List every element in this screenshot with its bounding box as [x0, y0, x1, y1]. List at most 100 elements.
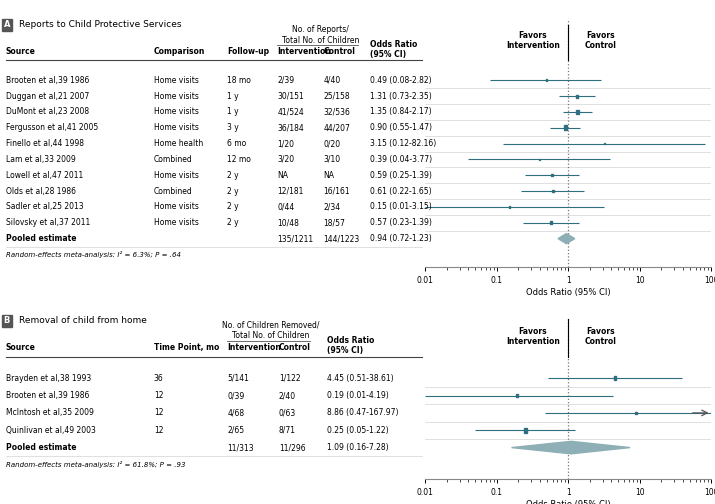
- Text: 3/10: 3/10: [323, 155, 340, 164]
- Text: 11/313: 11/313: [227, 443, 254, 452]
- Text: 1/122: 1/122: [279, 374, 300, 383]
- Text: 0.19 (0.01-4.19): 0.19 (0.01-4.19): [327, 391, 389, 400]
- Text: 12: 12: [154, 391, 163, 400]
- Text: Brayden et al,38 1993: Brayden et al,38 1993: [6, 374, 91, 383]
- FancyBboxPatch shape: [550, 221, 552, 224]
- Text: Comparison: Comparison: [154, 47, 205, 56]
- Text: 0.61 (0.22-1.65): 0.61 (0.22-1.65): [370, 186, 432, 196]
- Text: Combined: Combined: [154, 155, 192, 164]
- Text: 2 y: 2 y: [227, 203, 239, 212]
- FancyBboxPatch shape: [509, 206, 510, 208]
- Text: Home visits: Home visits: [154, 203, 199, 212]
- Text: Home visits: Home visits: [154, 76, 199, 85]
- Text: Pooled estimate: Pooled estimate: [6, 443, 77, 452]
- Text: 2/40: 2/40: [279, 391, 296, 400]
- Text: Control: Control: [323, 47, 355, 56]
- FancyBboxPatch shape: [516, 394, 518, 397]
- Text: 32/536: 32/536: [323, 107, 350, 116]
- Text: 0.15 (0.01-3.15): 0.15 (0.01-3.15): [370, 203, 432, 212]
- Text: Home visits: Home visits: [154, 218, 199, 227]
- Text: 4/68: 4/68: [227, 408, 245, 417]
- Text: 16/161: 16/161: [323, 186, 350, 196]
- Text: Silovsky et al,37 2011: Silovsky et al,37 2011: [6, 218, 90, 227]
- Text: Lowell et al,47 2011: Lowell et al,47 2011: [6, 171, 83, 180]
- FancyBboxPatch shape: [576, 95, 578, 98]
- Text: No. of Children Removed/
Total No. of Children: No. of Children Removed/ Total No. of Ch…: [222, 321, 320, 340]
- Text: 41/524: 41/524: [277, 107, 304, 116]
- Text: 3/20: 3/20: [277, 155, 295, 164]
- FancyBboxPatch shape: [524, 428, 527, 433]
- Text: 0.94 (0.72-1.23): 0.94 (0.72-1.23): [370, 234, 432, 243]
- Text: 6 mo: 6 mo: [227, 139, 247, 148]
- Text: Favors
Intervention: Favors Intervention: [506, 327, 560, 346]
- Text: 5/141: 5/141: [227, 374, 250, 383]
- Text: 18 mo: 18 mo: [227, 76, 251, 85]
- Text: 0/63: 0/63: [279, 408, 296, 417]
- Text: Sadler et al,25 2013: Sadler et al,25 2013: [6, 203, 84, 212]
- Text: Favors
Control: Favors Control: [584, 31, 616, 50]
- Text: Fergusson et al,41 2005: Fergusson et al,41 2005: [6, 123, 98, 133]
- Text: 2/39: 2/39: [277, 76, 295, 85]
- FancyBboxPatch shape: [538, 159, 540, 160]
- Text: 12: 12: [154, 408, 163, 417]
- Text: Home health: Home health: [154, 139, 203, 148]
- Text: 2 y: 2 y: [227, 186, 239, 196]
- Text: Home visits: Home visits: [154, 92, 199, 101]
- Text: A: A: [4, 20, 10, 29]
- Text: Control: Control: [279, 343, 311, 352]
- Text: 2/34: 2/34: [323, 203, 340, 212]
- Text: 0.49 (0.08-2.82): 0.49 (0.08-2.82): [370, 76, 432, 85]
- Text: 0.57 (0.23-1.39): 0.57 (0.23-1.39): [370, 218, 433, 227]
- Text: 3 y: 3 y: [227, 123, 239, 133]
- Text: 0.90 (0.55-1.47): 0.90 (0.55-1.47): [370, 123, 433, 133]
- Text: 36/184: 36/184: [277, 123, 304, 133]
- Text: 44/207: 44/207: [323, 123, 350, 133]
- FancyBboxPatch shape: [636, 412, 637, 414]
- Text: Favors
Intervention: Favors Intervention: [506, 31, 560, 50]
- Text: 30/151: 30/151: [277, 92, 304, 101]
- Text: Source: Source: [6, 343, 36, 352]
- Text: 12: 12: [154, 426, 163, 435]
- Text: 2 y: 2 y: [227, 171, 239, 180]
- Text: 0/20: 0/20: [323, 139, 340, 148]
- Text: Home visits: Home visits: [154, 107, 199, 116]
- Text: Odds Ratio
(95% CI): Odds Ratio (95% CI): [370, 40, 418, 59]
- Text: Brooten et al,39 1986: Brooten et al,39 1986: [6, 76, 89, 85]
- Text: Olds et al,28 1986: Olds et al,28 1986: [6, 186, 76, 196]
- Text: Pooled estimate: Pooled estimate: [6, 234, 77, 243]
- FancyBboxPatch shape: [613, 376, 616, 381]
- Text: 0.25 (0.05-1.22): 0.25 (0.05-1.22): [327, 426, 389, 435]
- FancyBboxPatch shape: [546, 80, 547, 81]
- Text: 2/65: 2/65: [227, 426, 245, 435]
- Text: 4.45 (0.51-38.61): 4.45 (0.51-38.61): [327, 374, 394, 383]
- Text: 0.39 (0.04-3.77): 0.39 (0.04-3.77): [370, 155, 433, 164]
- Text: Finello et al,44 1998: Finello et al,44 1998: [6, 139, 84, 148]
- Text: 1/20: 1/20: [277, 139, 295, 148]
- Text: No. of Reports/
Total No. of Children: No. of Reports/ Total No. of Children: [282, 25, 359, 45]
- Text: 1 y: 1 y: [227, 92, 239, 101]
- Text: Source: Source: [6, 47, 36, 56]
- Text: 1.31 (0.73-2.35): 1.31 (0.73-2.35): [370, 92, 432, 101]
- Text: McIntosh et al,35 2009: McIntosh et al,35 2009: [6, 408, 94, 417]
- Text: 8.86 (0.47-167.97): 8.86 (0.47-167.97): [327, 408, 399, 417]
- FancyBboxPatch shape: [551, 174, 553, 176]
- X-axis label: Odds Ratio (95% CI): Odds Ratio (95% CI): [526, 288, 611, 297]
- Text: Duggan et al,21 2007: Duggan et al,21 2007: [6, 92, 89, 101]
- Text: Removal of child from home: Removal of child from home: [19, 317, 147, 326]
- Text: Brooten et al,39 1986: Brooten et al,39 1986: [6, 391, 89, 400]
- Text: 36: 36: [154, 374, 164, 383]
- Text: Quinlivan et al,49 2003: Quinlivan et al,49 2003: [6, 426, 96, 435]
- Text: Follow-up: Follow-up: [227, 47, 270, 56]
- Text: 25/158: 25/158: [323, 92, 350, 101]
- Text: 0/44: 0/44: [277, 203, 295, 212]
- FancyBboxPatch shape: [603, 143, 605, 145]
- Text: Intervention: Intervention: [227, 343, 281, 352]
- Text: 18/57: 18/57: [323, 218, 345, 227]
- Text: Home visits: Home visits: [154, 171, 199, 180]
- Text: 1.09 (0.16-7.28): 1.09 (0.16-7.28): [327, 443, 389, 452]
- FancyBboxPatch shape: [576, 110, 579, 114]
- Text: 12/181: 12/181: [277, 186, 304, 196]
- Text: Random-effects meta-analysis: I² = 6.3%; P = .64: Random-effects meta-analysis: I² = 6.3%;…: [6, 251, 181, 258]
- Text: 1.35 (0.84-2.17): 1.35 (0.84-2.17): [370, 107, 432, 116]
- Text: 8/71: 8/71: [279, 426, 296, 435]
